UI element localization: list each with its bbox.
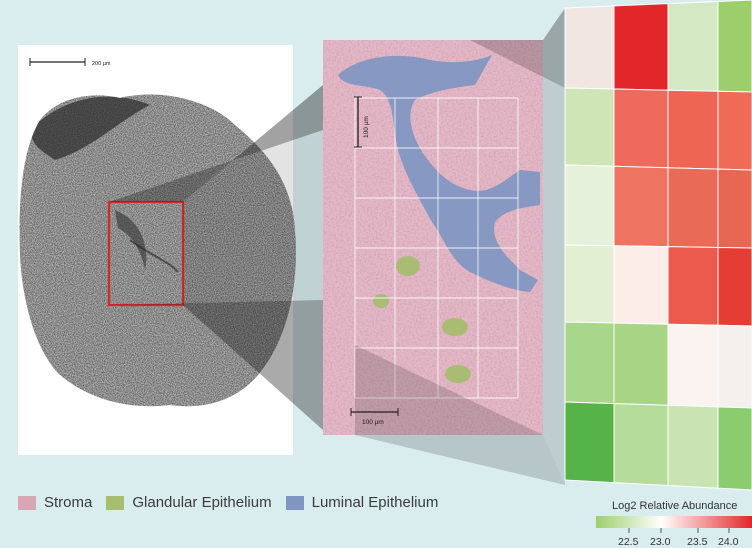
segmentation-horizontal-scalebar: 100 µm <box>350 408 399 426</box>
heatmap-cell <box>613 322 669 406</box>
roi-box <box>107 200 185 307</box>
heatmap-cell <box>564 321 615 405</box>
glandular-epithelium-region <box>442 318 468 336</box>
segmentation-vertical-scalebar-label: 100 µm <box>363 116 370 138</box>
heatmap-cell <box>667 246 719 326</box>
heatmap-cell <box>717 0 752 93</box>
legend-item-glandular: Glandular Epithelium <box>106 494 272 511</box>
segmentation-vertical-scalebar: 100 µm <box>354 96 370 148</box>
color-scale-tick: 22.5 <box>618 536 639 548</box>
color-scale-bar <box>596 516 752 528</box>
heatmap-cell <box>667 167 719 248</box>
luminal-epithelium-region <box>338 55 540 292</box>
color-scale-tick: 23.5 <box>687 536 708 548</box>
micrograph-scalebar: 200 µm <box>29 58 111 67</box>
heatmap-cell <box>564 5 615 90</box>
heatmap-cell <box>667 0 719 92</box>
heatmap-cell <box>564 244 615 324</box>
glandular-epithelium-region <box>373 294 389 308</box>
color-scale-tick: 24.0 <box>718 536 739 548</box>
legend-item-stroma: Stroma <box>18 494 92 511</box>
legend-label-stroma: Stroma <box>44 494 93 511</box>
heatmap-cell <box>667 89 719 170</box>
region-legend: Stroma Glandular Epithelium Luminal Epit… <box>18 494 438 511</box>
heatmap-cell <box>667 323 719 408</box>
roi-connector <box>109 85 323 430</box>
segmentation-horizontal-scalebar-label: 100 µm <box>362 419 384 426</box>
heatmap-cell <box>717 324 752 409</box>
color-scale-tick: 23.0 <box>650 536 671 548</box>
glandular-swatch <box>106 495 125 510</box>
luminal-swatch <box>285 495 304 510</box>
segmentation-panel: 100 µm 100 µm <box>323 40 543 435</box>
heatmap-cell <box>717 246 752 327</box>
segmentation-grid <box>354 97 519 399</box>
stroma-swatch <box>18 495 36 510</box>
glandular-epithelium-region <box>445 365 471 383</box>
heatmap-cell <box>613 88 669 169</box>
legend-label-glandular: Glandular Epithelium <box>132 494 272 511</box>
micrograph-scalebar-label: 200 µm <box>92 61 111 67</box>
glandular-epithelium-region <box>396 256 420 276</box>
heatmap-cell <box>667 404 719 489</box>
heatmap-cell <box>564 164 615 247</box>
heatmap-cell <box>613 403 669 487</box>
heatmap-cell <box>717 90 752 171</box>
tissue-section <box>19 94 296 407</box>
legend-item-luminal: Luminal Epithelium <box>285 494 439 511</box>
micrograph-panel: 200 µm <box>18 45 296 455</box>
color-scale-title: Log2 Relative Abundance <box>612 500 738 512</box>
heatmap-cell <box>613 3 669 91</box>
heatmap-cell <box>613 245 669 325</box>
heatmap-cell <box>613 165 669 248</box>
heatmap-cell <box>717 168 752 249</box>
heatmap-connector <box>355 8 565 485</box>
legend-label-luminal: Luminal Epithelium <box>311 494 439 511</box>
heatmap-cell <box>564 87 615 167</box>
color-scale <box>596 516 752 533</box>
heatmap-cell <box>717 406 752 491</box>
heatmap-cell <box>564 401 615 484</box>
heatmap-panel <box>564 0 752 491</box>
